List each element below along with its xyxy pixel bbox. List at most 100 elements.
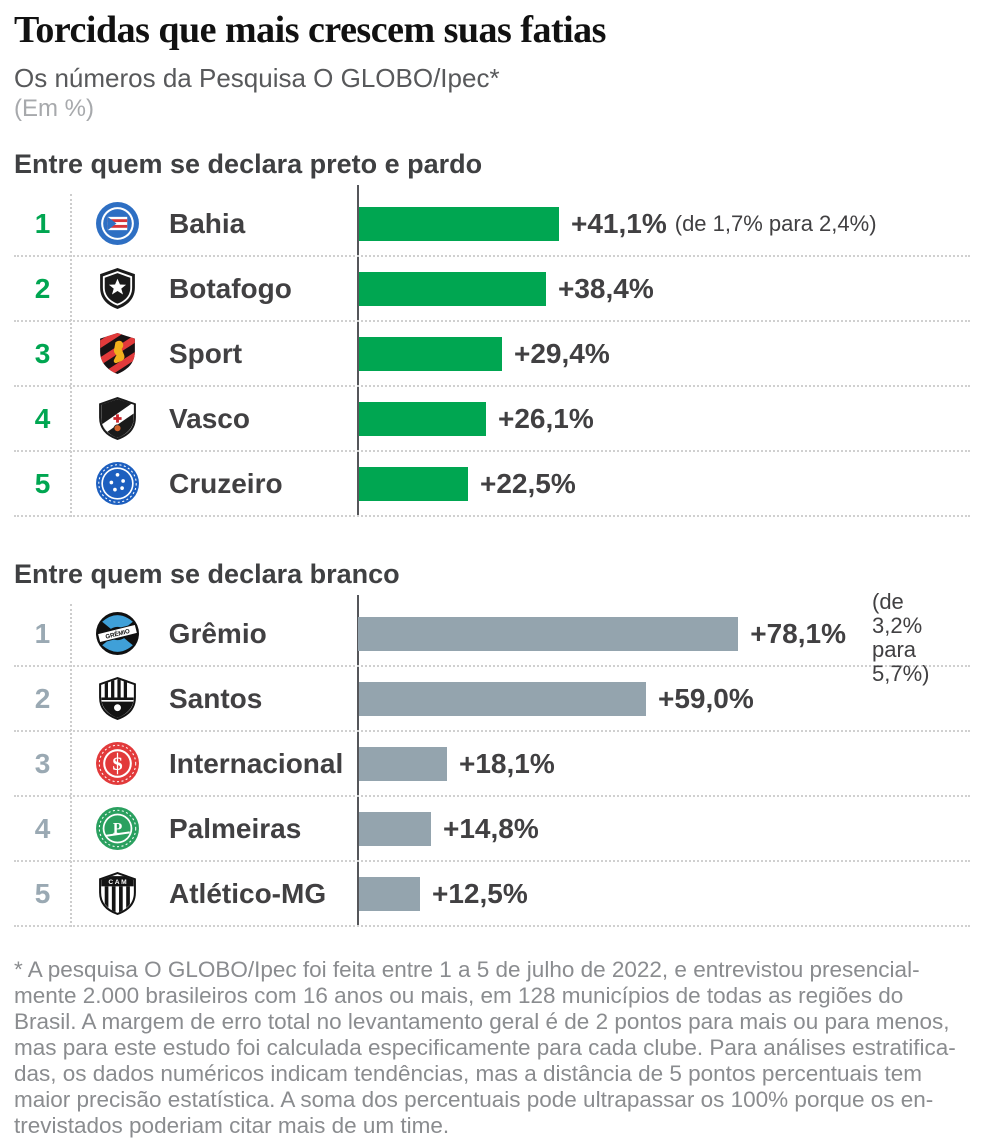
dotted-divider-line [70,604,72,927]
bar [359,466,468,501]
bar-cell: +26,1% [357,387,970,450]
club-badge [71,201,164,246]
club-name: Palmeiras [169,812,302,844]
page-title: Torcidas que mais crescem suas fatias [14,9,606,51]
bar [358,616,739,651]
club-badge [71,676,164,721]
rank-number: 5 [34,467,51,499]
section-heading: Entre quem se declara branco [14,559,400,589]
bar [359,401,486,436]
footnote-line: Brasil. A margem de erro total no levant… [14,1009,950,1034]
rank-number: 3 [34,747,51,779]
bar-value-label: +26,1% [498,402,594,434]
bar [359,681,646,716]
bar [359,206,559,241]
bar-cell: +38,4% [357,257,970,320]
club-name: Atlético-MG [169,877,327,909]
axis-baseline [357,595,359,927]
bar-cell: +41,1% (de 1,7% para 2,4%) [357,192,970,255]
subtitle: Os números da Pesquisa O GLOBO/Ipec* [14,63,500,93]
bar-cell: +18,1% [357,732,970,795]
club-badge [71,266,164,311]
table-row: 2 [14,667,970,732]
club-badge: GRÊMIO [71,611,164,656]
atletico-mg-crest-icon: C A M [99,871,136,916]
club-badge: S [71,741,164,786]
bar-cell: +12,5% [357,862,970,925]
club-name: Grêmio [168,617,267,649]
vasco-crest-icon [99,396,136,441]
bar-value-label: +18,1% [459,747,555,779]
bar-cell: +78,1% (de 3,2% para 5,7%) [356,589,970,685]
table-row: 4 P Palmeiras +14,8% [14,797,970,862]
palmeiras-crest-icon: P [96,807,139,850]
bar [359,811,431,846]
table-row: 1 Bahia +41,1% (de 1,7% para 2,4%) [14,192,970,257]
bar [359,336,502,371]
bar-note: (de 3,2% para 5,7%) [872,588,930,686]
bar-chart-preto-pardo: 1 Bahia +41,1% (de 1,7% para 2,4%) [14,185,970,517]
bar [359,271,546,306]
footnote-line: trevistados poderiam citar mais de um ti… [14,1113,450,1138]
table-row: 5 Cruzeiro +22,5% [14,452,970,517]
rank-number: 4 [34,402,51,434]
rank-number: 1 [34,207,51,239]
bar-cell: +22,5% [357,452,970,515]
bar-chart-branco: 1 GRÊMIO Grêmio +78,1% [14,589,970,927]
bar-value-label: +29,4% [514,337,610,369]
svg-text:P: P [113,821,122,838]
bar-cell: +29,4% [357,322,970,385]
svg-text:C A M: C A M [108,879,127,886]
rank-number: 4 [34,812,51,844]
club-name: Vasco [169,402,250,434]
rank-number: 2 [34,272,51,304]
table-row: 2 Botafogo +38,4% [14,257,970,322]
section-heading: Entre quem se declara preto e pardo [14,149,483,179]
rank-number: 5 [34,877,51,909]
footnote: * A pesquisa O GLOBO/Ipec foi feita entr… [14,957,970,1139]
bar-value-label: +22,5% [480,467,576,499]
bar-note: (de 1,7% para 2,4%) [674,210,877,236]
bar-value-label: +41,1% [571,207,667,239]
club-name: Cruzeiro [169,467,283,499]
cruzeiro-crest-icon [96,462,139,505]
bar-cell: +14,8% [357,797,970,860]
footnote-line: maior precisão estatística. A soma dos p… [14,1087,934,1112]
bar [359,876,420,911]
club-badge [71,331,164,376]
rank-number: 3 [34,337,51,369]
club-badge: C A M [71,871,164,916]
unit-note: (Em %) [14,95,94,122]
dotted-divider-line [70,194,72,517]
santos-crest-icon [99,676,136,721]
club-badge: P [71,806,164,851]
rank-number: 1 [34,617,51,649]
bar-value-label: +14,8% [443,812,539,844]
club-name: Santos [169,682,263,714]
club-name: Internacional [169,747,344,779]
footnote-line: * A pesquisa O GLOBO/Ipec foi feita entr… [14,957,920,982]
table-row: 1 GRÊMIO Grêmio +78,1% [14,589,970,685]
botafogo-crest-icon [100,268,135,309]
bar-cell: +59,0% [357,667,970,730]
table-row: 3 S Internacional +18,1% [14,732,970,797]
club-name: Botafogo [169,272,292,304]
rank-number: 2 [34,682,51,714]
table-row: 5 C A M Atlét [14,862,970,927]
gremio-crest-icon: GRÊMIO [95,612,139,655]
bar-value-label: +12,5% [432,877,528,909]
footnote-line: das, os dados numéricos indicam tendênci… [14,1061,923,1086]
club-name: Sport [169,337,243,369]
club-name: Bahia [169,207,246,239]
bar-value-label: +38,4% [558,272,654,304]
footnote-line: mente 2.000 brasileiros com 16 anos ou m… [14,983,904,1008]
bar-value-label: +59,0% [658,682,754,714]
axis-baseline [357,185,359,517]
table-row: 4 Vasco +26,1% [14,387,970,452]
bar [359,746,447,781]
table-row: 3 Sport +29, [14,322,970,387]
bahia-crest-icon [96,202,139,245]
footnote-line: mas para este estudo foi calculada espec… [14,1035,956,1060]
section-branco: Entre quem se declara branco 1 GRÊMIO [14,559,970,927]
